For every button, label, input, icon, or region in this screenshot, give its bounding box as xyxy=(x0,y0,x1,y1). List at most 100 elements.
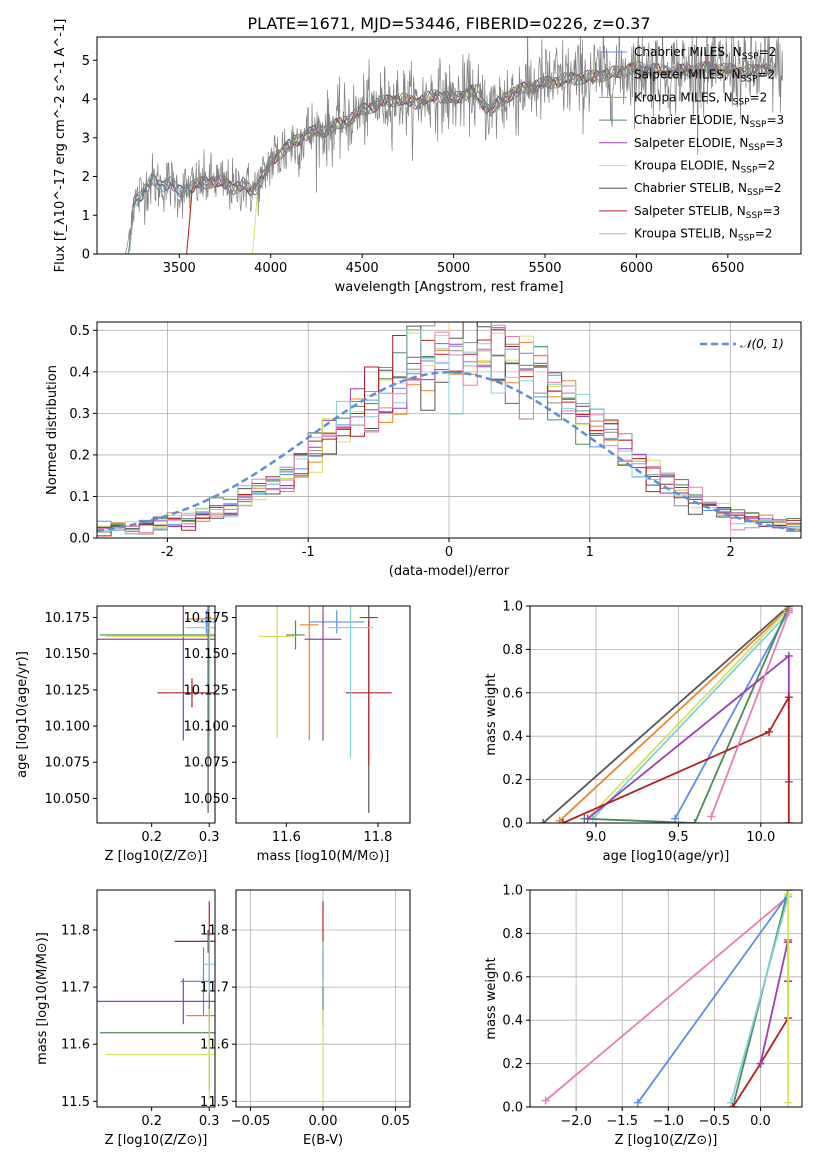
y-tick-label: 1.0 xyxy=(502,600,523,615)
weight-marker-6-0 xyxy=(784,1098,793,1107)
legend-label-2: Kroupa MILES, NSSP=2 xyxy=(634,90,767,107)
y-tick-label: 11.6 xyxy=(200,1038,229,1053)
plot-area xyxy=(97,606,215,813)
y-tick-label: 0.3 xyxy=(69,407,90,422)
x-tick-label: -2 xyxy=(161,545,174,560)
y-tick-label: 11.8 xyxy=(200,923,229,938)
y-tick-label: 0 xyxy=(82,248,90,263)
figure-title: PLATE=1671, MJD=53446, FIBERID=0226, z=0… xyxy=(247,14,650,33)
weight-marker-6-1 xyxy=(784,890,793,899)
weight-line-1 xyxy=(637,893,789,1104)
x-tick-label: 0.2 xyxy=(141,1114,162,1129)
weight-marker-8-0 xyxy=(707,812,716,821)
weight-line-2 xyxy=(587,609,788,820)
y-tick-label: 10.150 xyxy=(45,647,91,662)
weight-line-1 xyxy=(559,607,790,822)
legend-label: 𝒩(0, 1) xyxy=(740,337,784,351)
x-axis-label: Z [log10(Z/Z⊙)] xyxy=(615,1133,718,1148)
weight-line-5 xyxy=(759,939,790,1064)
weight-line-7 xyxy=(562,693,790,823)
plot-area xyxy=(541,890,793,1107)
axes-frame xyxy=(529,605,803,824)
weight-marker-4-0 xyxy=(728,1103,737,1107)
y-tick-label: 1.0 xyxy=(502,884,523,899)
x-tick-label: −0.5 xyxy=(699,1114,731,1129)
y-tick-label: 0.4 xyxy=(502,1014,523,1029)
x-tick-label: 9.0 xyxy=(586,830,607,845)
x-tick-label: 6000 xyxy=(620,261,653,276)
plot-area xyxy=(258,606,392,813)
x-tick-label: 5000 xyxy=(437,261,470,276)
legend-label-5: Kroupa ELODIE, NSSP=2 xyxy=(634,159,775,176)
x-tick-label: −2.0 xyxy=(560,1114,592,1129)
weight-marker-6-1 xyxy=(784,651,793,660)
legend-label-8: Kroupa STELIB, NSSP=2 xyxy=(634,227,772,244)
legend-label-3: Chabrier ELODIE, NSSP=3 xyxy=(634,113,784,130)
y-tick-label: 11.5 xyxy=(200,1095,229,1110)
weight-marker-7-3 xyxy=(784,819,793,823)
y-tick-label: 11.7 xyxy=(61,981,90,996)
y-tick-label: 0.1 xyxy=(69,490,90,505)
plot-area xyxy=(124,37,784,254)
y-tick-label: 10.050 xyxy=(184,792,230,807)
y-tick-label: 10.125 xyxy=(45,683,91,698)
weight-marker-0-0 xyxy=(539,819,548,823)
weight-line-5 xyxy=(584,606,790,823)
y-tick-label: 0.8 xyxy=(502,643,523,658)
x-tick-label: 4000 xyxy=(254,261,287,276)
axes-frame xyxy=(96,889,216,1108)
y-tick-label: 0.2 xyxy=(502,1057,523,1072)
y-tick-label: 11.5 xyxy=(61,1095,90,1110)
x-tick-label: 11.8 xyxy=(363,830,392,845)
histogram-5 xyxy=(97,322,801,529)
x-tick-label: 0.3 xyxy=(199,830,220,845)
weight-line-3 xyxy=(591,611,790,820)
x-axis-label: Z [log10(Z/Z⊙)] xyxy=(105,1133,208,1148)
mass-vs-ebv-panel: −0.05 0.00 0.05 11.5 11.6 11.7 11.8 E(B-V) xyxy=(200,889,411,1148)
legend-label-0: Chabrier MILES, NSSP=2 xyxy=(634,45,776,62)
x-tick-label: 0.2 xyxy=(141,830,162,845)
observed-spectrum xyxy=(124,37,784,254)
y-axis-label: mass weight xyxy=(484,957,499,1039)
residuals-panel: -2 -1 0 1 2 0.0 0.1 0.2 0.3 0.4 0.5 (data-model)/er… xyxy=(45,321,802,579)
axes-frame xyxy=(235,605,411,824)
x-tick-label: −1.5 xyxy=(606,1114,638,1129)
y-tick-label: 10.050 xyxy=(45,792,91,807)
x-tick-label: 3500 xyxy=(163,261,196,276)
x-axis-label: wavelength [Angstrom, rest frame] xyxy=(335,280,564,295)
weight-line-4 xyxy=(674,609,790,820)
x-tick-label: 10.0 xyxy=(746,830,775,845)
x-tick-label: 0.0 xyxy=(750,1114,771,1129)
plot-area xyxy=(97,322,801,537)
weight-marker-3-0 xyxy=(727,1098,736,1107)
x-tick-label: 2 xyxy=(726,545,734,560)
x-tick-label: 11.6 xyxy=(272,830,301,845)
y-tick-label: 0.2 xyxy=(502,773,523,788)
axes-frame xyxy=(529,889,803,1108)
weight-vs-age-panel: 9.0 9.5 10.0 0.0 0.2 0.4 0.6 0.8 1.0 age [log10(a… xyxy=(484,600,803,864)
y-tick-label: 10.175 xyxy=(45,611,91,626)
weight-marker-5-1 xyxy=(690,819,699,823)
y-tick-label: 0.0 xyxy=(502,1101,523,1116)
weight-line-0 xyxy=(542,606,790,823)
y-tick-label: 3 xyxy=(82,131,90,146)
age-vs-mass-panel: 11.6 11.8 10.050 10.075 10.100 10.125 10.150 10… xyxy=(184,605,411,864)
x-tick-label: 0.05 xyxy=(381,1114,410,1129)
axes-frame xyxy=(96,605,216,824)
y-tick-label: 10.075 xyxy=(184,756,230,771)
x-tick-label: 1 xyxy=(586,545,594,560)
histogram-9 xyxy=(97,324,801,534)
y-tick-label: 0.6 xyxy=(502,970,523,985)
age-vs-metallicity-panel: 0.2 0.3 10.050 10.075 10.100 10.125 10.150 10.1… xyxy=(15,605,220,864)
x-tick-label: −0.05 xyxy=(231,1114,271,1129)
y-tick-label: 10.100 xyxy=(184,720,230,735)
y-tick-label: 0.5 xyxy=(69,324,90,339)
x-axis-label: Z [log10(Z/Z⊙)] xyxy=(105,849,208,864)
weight-marker-7-2 xyxy=(784,693,793,702)
y-tick-label: 0.8 xyxy=(502,927,523,942)
plot-area xyxy=(539,606,793,823)
x-tick-label: 6500 xyxy=(711,261,744,276)
legend: Chabrier MILES, NSSP=2 Salpeter MILES, NS… xyxy=(599,45,784,244)
weight-marker-6-0 xyxy=(583,814,592,823)
y-tick-label: 0.4 xyxy=(69,365,90,380)
